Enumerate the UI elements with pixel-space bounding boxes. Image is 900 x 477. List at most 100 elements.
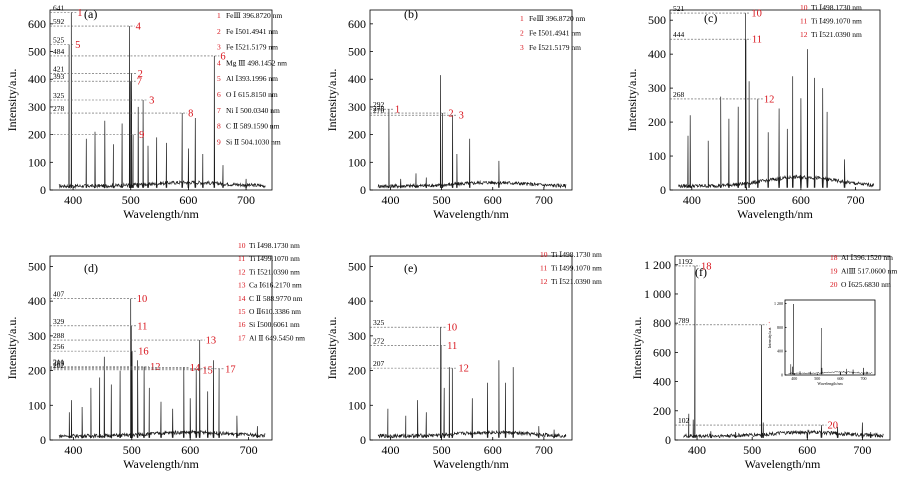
y-axis-label: Intensity/a.u.: [5, 317, 19, 380]
peak-annotation: 288 13: [50, 331, 216, 347]
x-tick-label: 700: [237, 193, 255, 207]
x-tick-label: 400: [64, 193, 82, 207]
y-tick-label: 100: [28, 155, 46, 169]
x-tick-label: 400: [688, 443, 706, 457]
x-tick-label: 600: [484, 193, 502, 207]
peak-index-label: 3: [459, 111, 464, 122]
y-tick-label: 500: [348, 45, 366, 59]
legend-entry: Ti Ⅰ498.1730 nm: [551, 250, 602, 259]
legend-index: 11: [800, 17, 807, 26]
inset: 400 500 600 700 0 400 800 1 200 Wavelength/nm Int…: [767, 296, 882, 388]
peak-index-label: 1: [77, 8, 82, 19]
x-axis-label: Wavelength/nm: [433, 457, 509, 471]
y-tick-label: 0: [665, 433, 671, 447]
panel-label: (d): [84, 261, 98, 275]
peak-index-label: 14: [190, 363, 201, 374]
y-tick-label: 400: [348, 294, 366, 308]
x-tick-label: 500: [433, 193, 451, 207]
chart-panel-4: 400 500 600 7000100200300400500Wavelength/n…: [5, 241, 305, 471]
peak-value-label: 1192: [678, 257, 693, 266]
legend-entry: O Ⅰ 615.8150 nm: [226, 90, 278, 99]
inset-chart: 400 500 600 700 0 400 800 1 200 Wavelength/nm Int…: [767, 299, 876, 386]
y-tick-label: 100: [348, 398, 366, 412]
peak-index-label: 4: [136, 22, 142, 33]
y-tick-label: 0: [40, 183, 46, 197]
legend-entry: C Ⅱ 588.9770 nm: [249, 294, 303, 303]
peak-annotation: 102 20: [675, 416, 838, 432]
panel-label: (c): [704, 11, 717, 25]
peak-annotation: 256 16: [50, 342, 149, 358]
y-tick-label: 500: [28, 259, 46, 273]
legend-entry: O Ⅱ610.3386 nm: [249, 307, 301, 316]
peak-annotation: 329 11: [50, 317, 147, 332]
peak-index-label: 13: [206, 336, 217, 347]
legend-entry: Ti Ⅰ498.1730 nm: [811, 3, 862, 12]
peak-value-label: 209: [53, 358, 65, 367]
y-tick-label: 200: [28, 128, 46, 142]
peak-value-label: 393: [53, 72, 65, 81]
y-tick-label: 800: [653, 316, 671, 330]
peak-value-label: 592: [53, 17, 65, 26]
x-tick-label: 500: [743, 443, 761, 457]
peak-value-label: 288: [53, 331, 65, 340]
legend-entry: Ti Ⅰ499.1070 nm: [551, 264, 602, 273]
y-tick-label: 500: [28, 45, 46, 59]
x-tick-label: 700: [535, 193, 553, 207]
peak-index-label: 11: [752, 35, 762, 46]
peak-annotation: 278 2: [370, 104, 454, 120]
peak-value-label: 202: [53, 361, 65, 370]
spectrum-line: [58, 298, 266, 440]
legend-index: 14: [238, 294, 246, 303]
x-tick-label: 400: [381, 193, 399, 207]
chart-panel-5: 400 500 600 7000100200300400500Wavelength/n…: [325, 250, 602, 471]
spectrum-line: [683, 265, 884, 439]
legend-index: 3: [520, 43, 524, 52]
plot-frame: [669, 9, 881, 191]
peak-value-label: 421: [53, 64, 65, 73]
y-tick-label: 0: [360, 183, 366, 197]
legend-index: 8: [217, 122, 221, 131]
legend-index: 18: [830, 253, 838, 262]
peak-index-label: 10: [137, 294, 148, 305]
peak-index-label: 9: [139, 130, 144, 141]
y-tick-label: 0: [40, 433, 46, 447]
legend-entry: Ti Ⅰ499.1070 nm: [811, 17, 862, 26]
peak-index-label: 2: [138, 69, 143, 80]
peak-value-label: 484: [53, 47, 65, 56]
peak-annotation: 78919: [675, 316, 778, 331]
y-tick-label: 400: [653, 375, 671, 389]
peak-annotation: 9: [50, 130, 144, 141]
y-tick-label: 200: [648, 115, 666, 129]
peak-index-label: 6: [220, 51, 225, 62]
legend-entry: Al Ⅰ396.1520 nm: [841, 253, 893, 262]
legend-index: 9: [217, 137, 221, 146]
x-tick-label: 700: [535, 443, 553, 457]
peak-annotation: 270 3: [370, 106, 464, 122]
spectrum-line: [58, 12, 266, 190]
peak-annotation: 407 10: [50, 290, 148, 305]
legend-index: 10: [238, 241, 246, 250]
y-tick-label: 1 200: [774, 301, 783, 306]
y-tick-label: 0: [660, 183, 666, 197]
peak-index-label: 20: [827, 421, 838, 432]
y-axis-label: Intensity/a.u.: [325, 317, 339, 380]
plot-frame: [674, 255, 891, 441]
x-tick-label: 600: [792, 193, 810, 207]
legend-index: 12: [800, 30, 808, 39]
chart-panel-2: 400 500 600 7000100200300400500600Wavelengt…: [325, 7, 585, 221]
legend-index: 1: [217, 11, 221, 20]
peak-value-label: 270: [373, 106, 385, 115]
legend-entry: Al Ⅰ393.1996 nm: [226, 74, 278, 83]
legend-index: 7: [217, 106, 221, 115]
x-axis-label: Wavelength/nm: [745, 457, 821, 471]
peak-value-label: 278: [373, 104, 385, 113]
peak-value-label: 268: [673, 90, 685, 99]
y-tick-label: 200: [653, 404, 671, 418]
peak-value-label: 789: [678, 316, 690, 325]
peak-value-label: 325: [373, 318, 385, 327]
peak-value-label: 292: [373, 100, 385, 109]
plot-frame: [49, 255, 273, 441]
